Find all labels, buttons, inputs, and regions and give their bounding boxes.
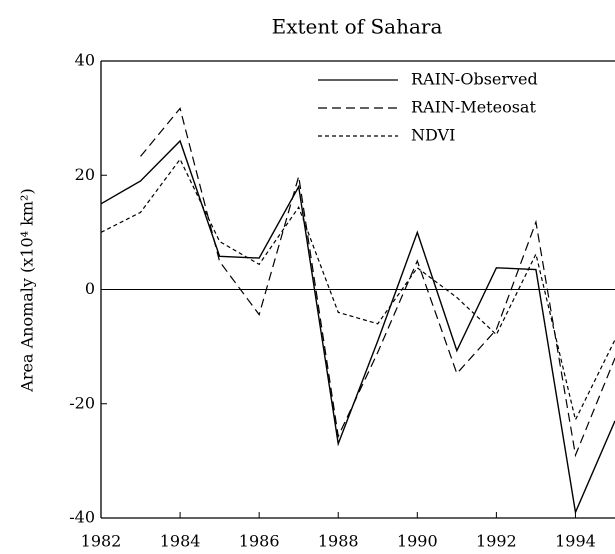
y-tick-label: -40: [69, 508, 95, 527]
y-axis-label: Area Anomaly (x10⁴ km²): [18, 188, 37, 392]
chart-title: Extent of Sahara: [272, 15, 443, 39]
legend-label: RAIN-Observed: [411, 70, 538, 89]
x-tick-label: 1992: [476, 532, 517, 551]
x-tick-label: 1988: [318, 532, 359, 551]
y-tick-label: -20: [69, 393, 95, 412]
y-tick-label: 40: [75, 51, 95, 70]
legend-label: RAIN-Meteosat: [411, 98, 536, 117]
series-line: [100, 139, 615, 515]
legend-label: NDVI: [411, 126, 455, 145]
x-tick-label: 1982: [81, 532, 122, 551]
series-line: [140, 107, 615, 458]
x-tick-label: 1986: [239, 532, 280, 551]
x-tick-label: 1990: [397, 532, 438, 551]
x-tick-label: 1994: [555, 532, 596, 551]
series-line: [100, 158, 615, 422]
x-tick-label: 1984: [160, 532, 201, 551]
y-tick-label: 20: [75, 165, 95, 184]
y-tick-label: 0: [85, 279, 95, 298]
